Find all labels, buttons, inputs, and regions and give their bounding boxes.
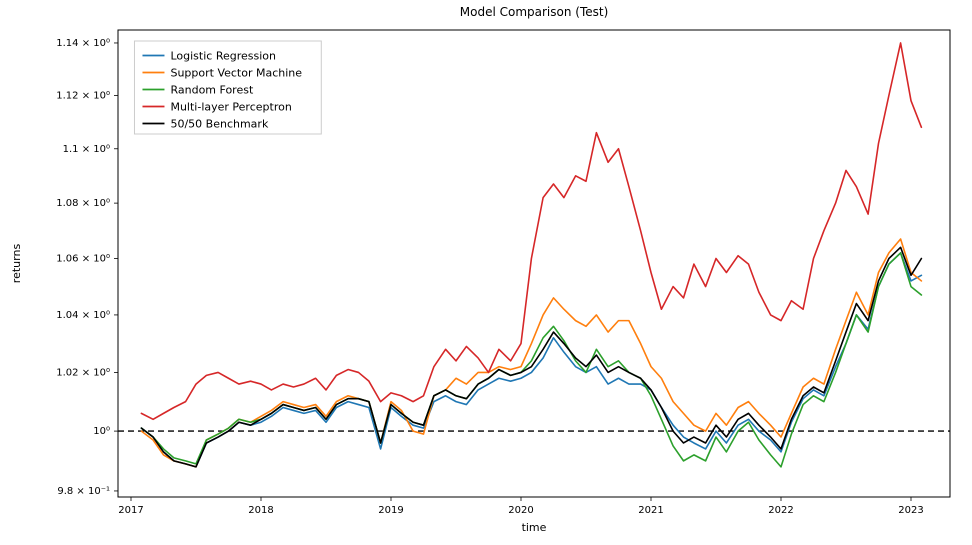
legend-label: 50/50 Benchmark [170,118,268,131]
y-tick-label: 10⁰ [93,426,110,437]
legend-label: Logistic Regression [170,50,276,63]
x-tick-label: 2020 [508,505,533,516]
y-tick-label: 1.04 × 10⁰ [56,310,110,321]
x-tick-label: 2018 [248,505,273,516]
y-tick-label: 1.08 × 10⁰ [56,198,110,209]
x-tick-label: 2017 [118,505,143,516]
x-tick-label: 2023 [898,505,923,516]
y-tick-label: 1.1 × 10⁰ [63,144,110,155]
x-axis-label: time [522,521,547,534]
x-tick-label: 2021 [638,505,663,516]
y-tick-label: 1.02 × 10⁰ [56,367,110,378]
y-tick-label: 1.06 × 10⁰ [56,253,110,264]
x-tick-label: 2022 [768,505,793,516]
y-tick-label: 1.14 × 10⁰ [56,38,110,49]
y-tick-label: 9.8 × 10⁻¹ [57,486,110,497]
y-tick-label: 1.12 × 10⁰ [56,90,110,101]
legend-label: Multi-layer Perceptron [170,101,291,114]
line-chart-svg: 2017 2018 2019 2020 2021 2022 2023 9.8 × 10⁻¹ 10… [0,0,972,545]
y-axis-label: returns [10,244,23,284]
x-tick-label: 2019 [378,505,403,516]
chart-container: 2017 2018 2019 2020 2021 2022 2023 9.8 × 10⁻¹ 10… [0,0,972,545]
legend-label: Random Forest [170,84,253,97]
legend-label: Support Vector Machine [170,67,302,80]
chart-title: Model Comparison (Test) [460,5,609,19]
